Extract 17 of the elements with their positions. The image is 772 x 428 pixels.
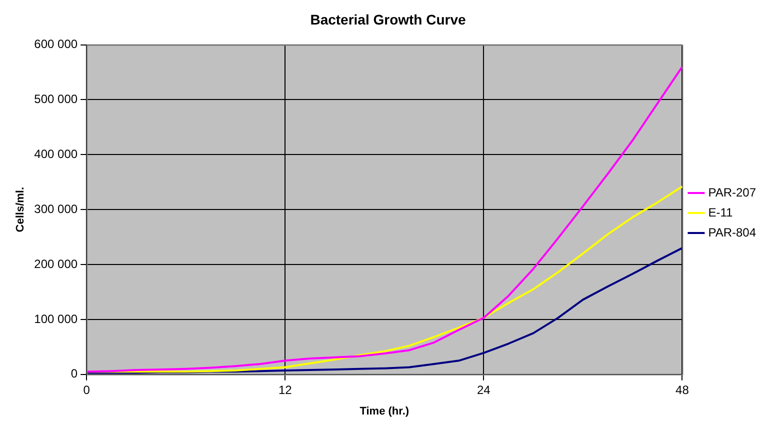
y-tick-label: 400 000 — [34, 146, 78, 161]
y-tick-label: 600 000 — [34, 37, 78, 52]
y-tick-label: 0 — [70, 366, 78, 381]
legend-label: PAR-207 — [708, 185, 756, 200]
x-tick-label: 12 — [278, 382, 292, 397]
x-tick-label: 0 — [83, 382, 90, 397]
y-tick-label: 300 000 — [34, 202, 78, 216]
y-axis-title: Cells/ml. — [14, 186, 27, 232]
y-tick-label: 100 000 — [34, 312, 78, 326]
y-tick-label: 500 000 — [34, 92, 78, 106]
x-tick-label: 48 — [676, 382, 690, 397]
legend-label: E-11 — [708, 205, 733, 220]
x-axis-title: Time (hr.) — [360, 405, 410, 418]
chart-title: Bacterial Growth Curve — [310, 11, 466, 28]
x-tick-label: 24 — [476, 382, 491, 397]
legend-label: PAR-804 — [708, 225, 756, 240]
y-tick-label: 200 000 — [34, 256, 78, 271]
